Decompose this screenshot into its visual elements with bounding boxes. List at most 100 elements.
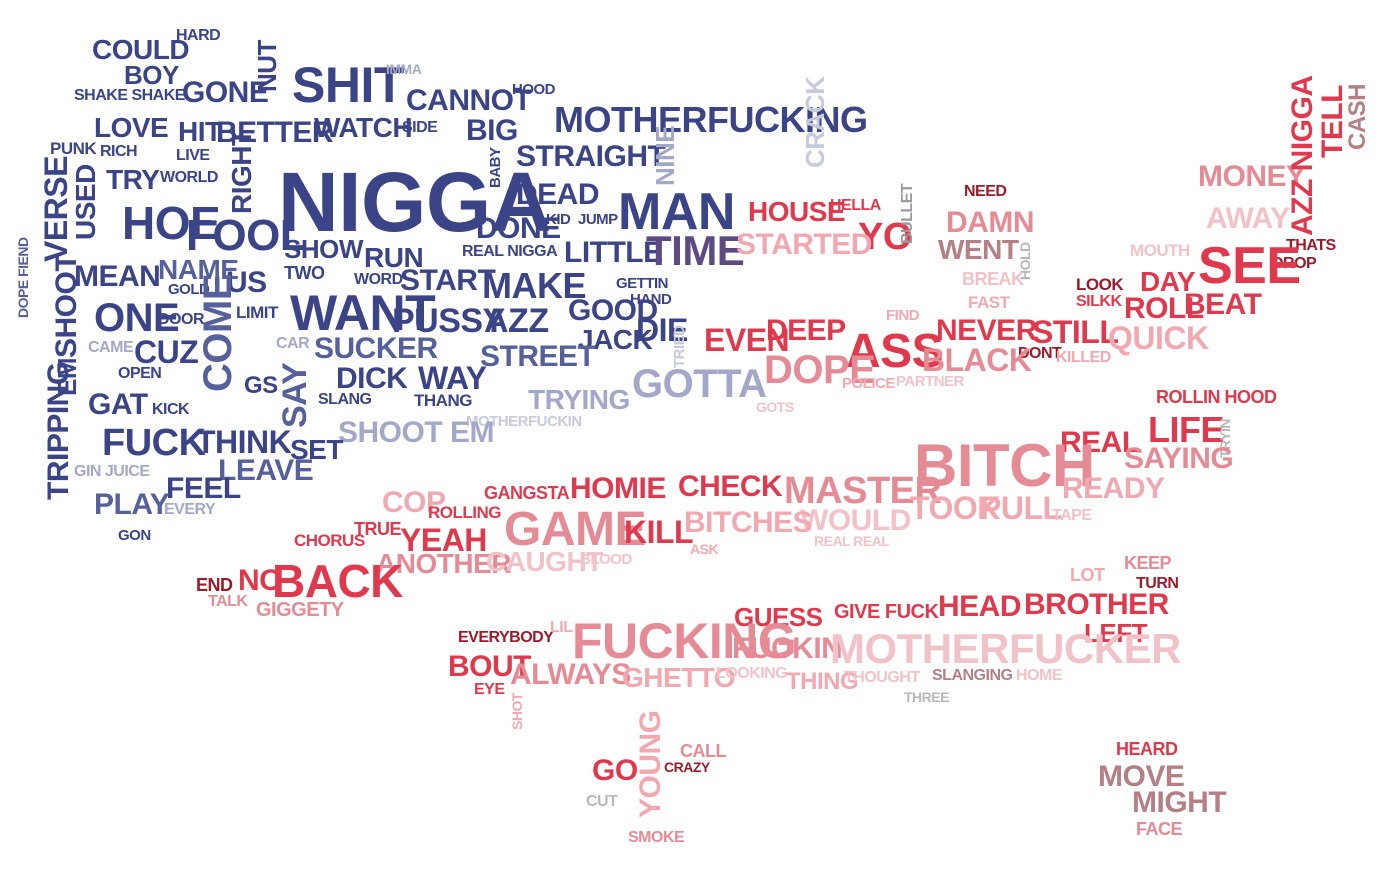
word-live: LIVE (176, 147, 210, 164)
word-show: SHOW (284, 234, 363, 264)
word-better: BETTER (216, 116, 334, 149)
word-side: SIDE (402, 119, 438, 136)
word-look: LOOK (1076, 275, 1124, 294)
word-rich: RICH (100, 143, 138, 160)
word-ass: ASS (846, 325, 944, 378)
word-dope: DOPE (764, 348, 876, 392)
word-trying: TRYING (528, 384, 630, 415)
word-still: STILL (1032, 314, 1119, 350)
word-hand: HAND (630, 291, 672, 308)
word-chorus: CHORUS (294, 531, 365, 550)
word-right: RIGHT (226, 129, 257, 214)
word-yo: YO (858, 216, 912, 258)
word-quick: QUICK (1108, 320, 1209, 356)
word-nut: NUT (252, 40, 282, 92)
word-motherfuckin: MOTHERFUCKIN (466, 413, 582, 430)
word-police: POLICE (842, 375, 895, 392)
word-verse: VERSE (38, 156, 74, 262)
word-set: SET (290, 434, 343, 465)
word-gots: GOTS (756, 399, 794, 415)
word-ask: ASK (690, 541, 719, 557)
word-everybody: EVERYBODY (458, 629, 554, 646)
word-day: DAY (1140, 266, 1196, 297)
word-silkk: SILKK (1076, 293, 1122, 310)
word-gold: GOLD (168, 281, 210, 298)
word-yeah: YEAH (400, 522, 487, 558)
word-deep: DEEP (766, 314, 846, 347)
word-big: BIG (466, 114, 518, 147)
word-dope-fiend: DOPE FIEND (15, 237, 31, 318)
word-hood: HOOD (512, 81, 556, 98)
word-start: START (400, 264, 496, 297)
word-boy: BOY (124, 60, 179, 90)
word-talk: TALK (208, 593, 248, 610)
word-motherfucker: MOTHERFUCKER (830, 625, 1181, 672)
word-die: DIE (636, 312, 688, 348)
word-need: NEED (964, 183, 1007, 200)
word-partner: PARTNER (896, 373, 964, 390)
word-two: TWO (284, 263, 325, 283)
word-limit: LIMIT (236, 303, 278, 322)
word-money: MONEY (1198, 160, 1306, 193)
word-call: CALL (680, 741, 727, 761)
word-gettin: GETTIN (616, 275, 669, 292)
word-blood: BLOOD (580, 551, 632, 568)
word-even: EVEN (704, 322, 790, 358)
word-started: STARTED (736, 228, 872, 261)
word-hella: HELLA (830, 197, 881, 214)
word-ready: READY (1062, 472, 1165, 505)
word-shit: SHIT (292, 57, 404, 113)
word-check: CHECK (678, 470, 783, 503)
word-shot: SHOT (509, 693, 525, 730)
word-thing: THING (786, 668, 859, 695)
word-door: DOOR (158, 311, 205, 328)
word-caught: CAUGHT (486, 546, 603, 577)
word-done: DONE (476, 212, 561, 245)
word-punk: PUNK (50, 139, 97, 158)
word-imma: IMMA (386, 61, 422, 77)
word-crack: CRACK (800, 76, 830, 168)
word-tripping: TRIPPING (42, 362, 75, 500)
word-might: MIGHT (1132, 786, 1227, 819)
word-home: HOME (1016, 667, 1063, 684)
word-lot: LOT (1070, 565, 1105, 585)
word-cannot: CANNOT (406, 84, 532, 117)
word-keep: KEEP (1124, 553, 1172, 573)
word-say: SAY (276, 362, 314, 428)
word-kick: KICK (152, 401, 190, 418)
word-move: MOVE (1098, 760, 1185, 793)
word-make: MAKE (482, 265, 587, 306)
word-tape: TAPE (1052, 507, 1092, 524)
word-would: WOULD (800, 504, 911, 537)
word-mouth: MOUTH (1130, 241, 1190, 260)
word-give-fuck: GIVE FUCK (834, 601, 939, 623)
word-jack: JACK (578, 324, 653, 355)
word-master: MASTER (784, 470, 942, 512)
word-roll: ROLL (1124, 292, 1204, 325)
word-bitches: BITCHES (684, 506, 813, 539)
word-lil: LIL (550, 619, 573, 636)
word-think: THINK (196, 424, 292, 460)
word-time: TIME (646, 227, 745, 274)
word-left: LEFT (1084, 618, 1148, 648)
word-gon: GON (118, 527, 151, 544)
word-man: MAN (618, 183, 735, 241)
word-cash: CASH (1344, 83, 1371, 150)
word-used: USED (70, 164, 101, 240)
word-no: NO (238, 564, 283, 597)
word-could: COULD (92, 34, 190, 65)
word-homie: HOMIE (570, 472, 666, 505)
word-eye: EYE (474, 681, 505, 698)
word-straight: STRAIGHT (516, 140, 666, 173)
word-away: AWAY (1206, 202, 1290, 235)
word-play: PLAY (94, 488, 170, 521)
word-went: WENT (938, 234, 1019, 265)
word-gone: GONE (182, 76, 269, 109)
word-dead: DEAD (516, 178, 600, 211)
word-never: NEVER (936, 314, 1037, 347)
word-came: CAME (88, 339, 134, 356)
word-real-real: REAL REAL (814, 533, 890, 549)
word-heard: HEARD (1116, 739, 1178, 759)
word-kid: KID (546, 211, 571, 228)
word-run: RUN (364, 242, 424, 273)
